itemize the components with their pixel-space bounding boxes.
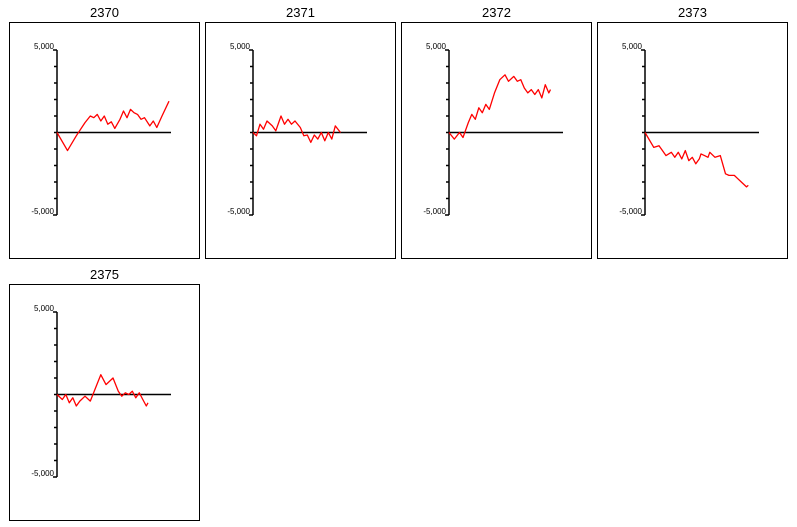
- chart-title: 2370: [90, 5, 119, 20]
- y-tick-label: -5,000: [227, 207, 250, 216]
- y-tick-label: 5,000: [426, 42, 447, 51]
- y-tick-label: -5,000: [619, 207, 642, 216]
- y-tick-label: -5,000: [31, 207, 54, 216]
- y-tick-label: -5,000: [423, 207, 446, 216]
- chart-title: 2371: [286, 5, 315, 20]
- y-tick-label: 5,000: [34, 42, 55, 51]
- data-line: [448, 74, 552, 140]
- chart-title: 2372: [482, 5, 511, 20]
- y-tick-label: 5,000: [34, 304, 55, 313]
- chart-frame: 5,000 -5,000: [9, 22, 200, 259]
- data-line: [56, 374, 149, 407]
- data-line: [644, 132, 749, 188]
- data-line: [56, 100, 170, 152]
- line-chart: 5,000 -5,000: [31, 304, 171, 478]
- data-line: [252, 115, 342, 144]
- y-tick-label: 5,000: [622, 42, 643, 51]
- chart-frame: 5,000 -5,000: [9, 284, 200, 521]
- y-tick-label: -5,000: [31, 469, 54, 478]
- line-chart: 5,000 -5,000: [423, 42, 563, 216]
- line-chart: 5,000 -5,000: [31, 42, 171, 216]
- chart-title: 2373: [678, 5, 707, 20]
- chart-frame: 5,000 -5,000: [401, 22, 592, 259]
- line-chart: 5,000 -5,000: [619, 42, 759, 216]
- chart-title: 2375: [90, 267, 119, 282]
- line-chart: 5,000 -5,000: [227, 42, 367, 216]
- chart-frame: 5,000 -5,000: [597, 22, 788, 259]
- chart-frame: 5,000 -5,000: [205, 22, 396, 259]
- y-tick-label: 5,000: [230, 42, 251, 51]
